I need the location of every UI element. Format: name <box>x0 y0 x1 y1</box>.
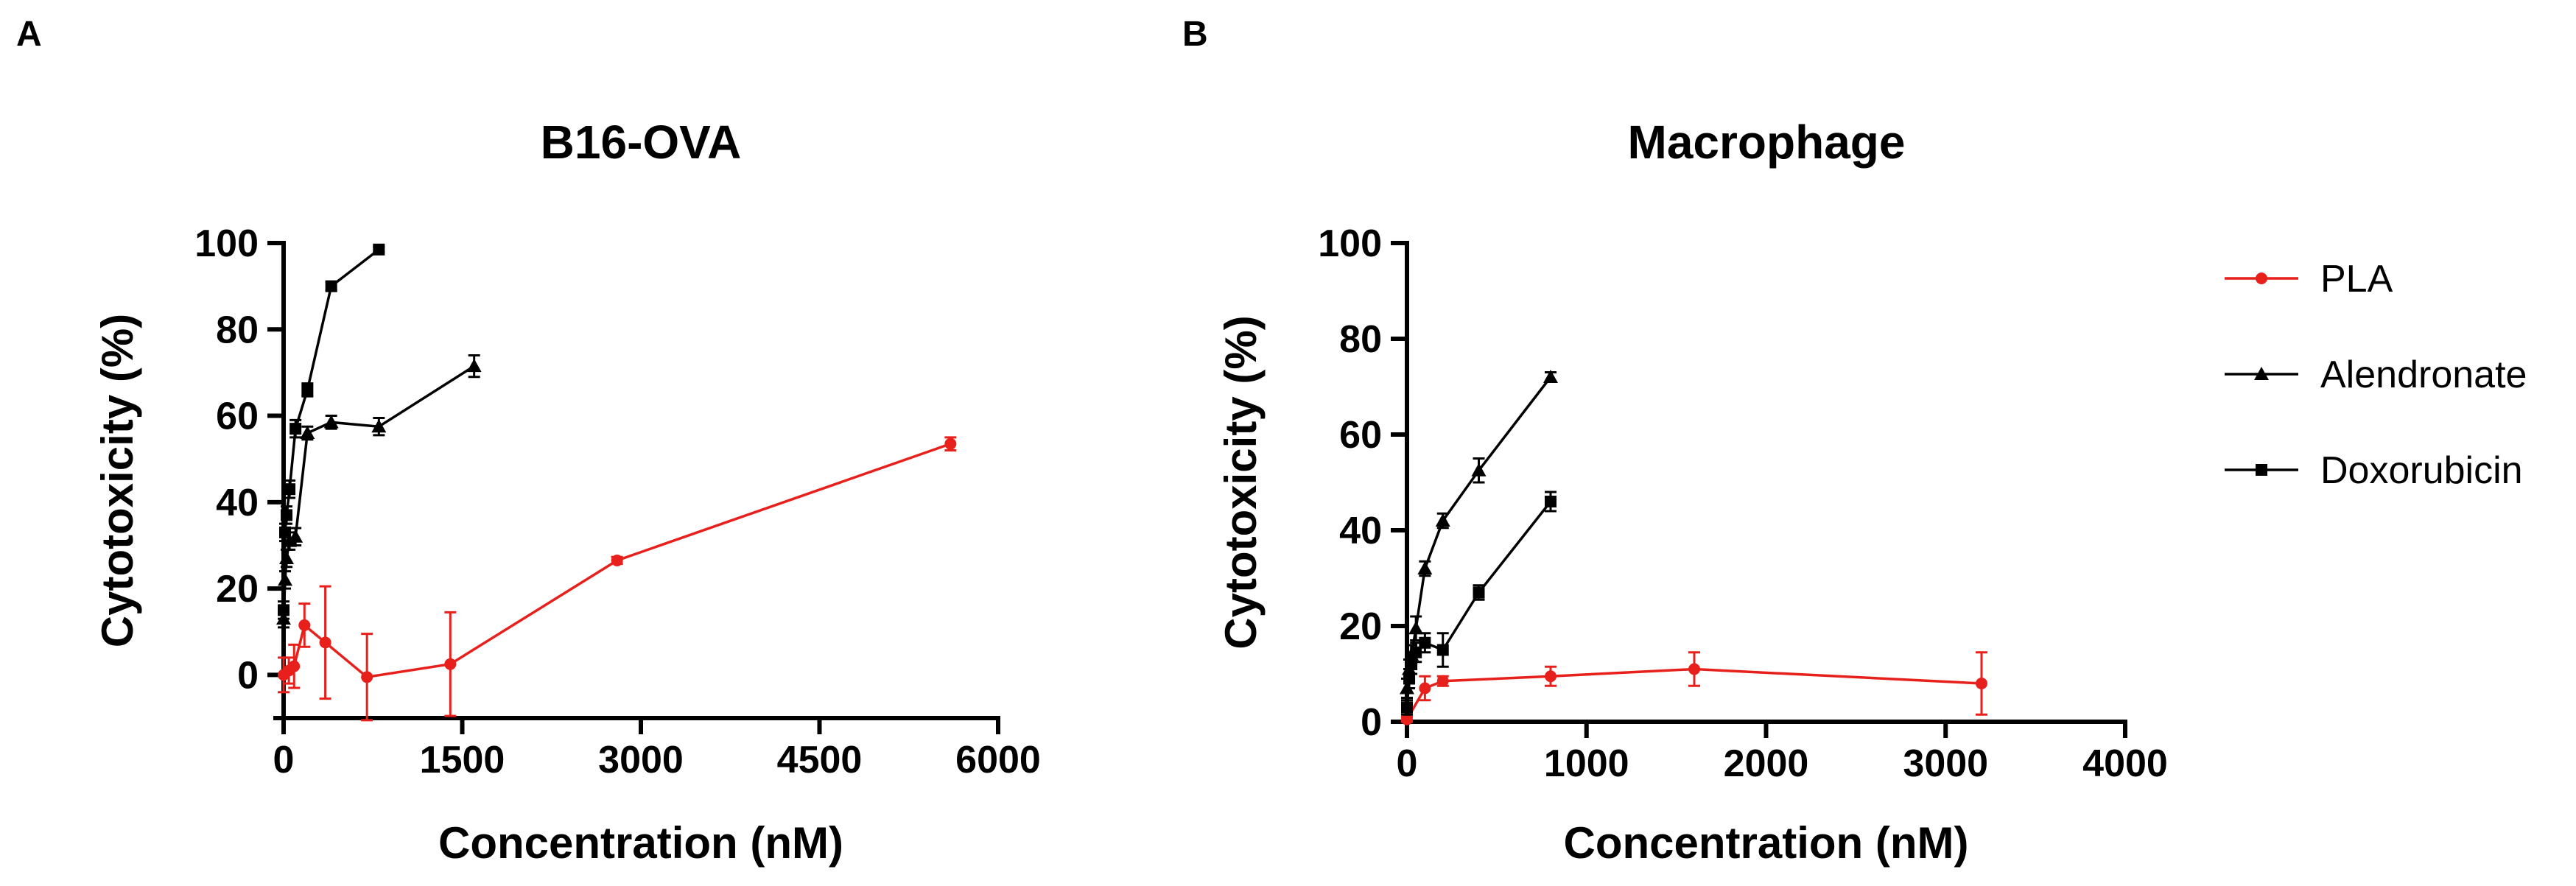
data-point <box>289 423 302 435</box>
x-tick-label: 1500 <box>420 739 505 781</box>
series-line-alendronate <box>282 365 475 619</box>
y-tick-label: 60 <box>1339 414 1382 457</box>
series-doxorubicin <box>1401 491 1557 716</box>
data-point <box>1436 675 1449 687</box>
x-tick-label: 3000 <box>1903 742 1988 785</box>
legend-marker <box>2256 464 2267 476</box>
data-point <box>323 415 339 429</box>
x-axis-label: Concentration (nM) <box>438 818 843 868</box>
data-point <box>1436 644 1449 656</box>
data-point <box>279 551 295 565</box>
x-tick-label: 1000 <box>1544 742 1629 785</box>
chart-title: B16-OVA <box>541 116 742 169</box>
data-point <box>301 384 314 396</box>
x-tick-label: 0 <box>1397 742 1418 785</box>
data-point <box>279 526 292 538</box>
y-tick-label: 80 <box>216 309 259 351</box>
data-point <box>325 280 337 292</box>
data-point <box>371 419 387 433</box>
legend-marker <box>2254 367 2269 380</box>
y-tick-label: 40 <box>216 482 259 524</box>
legend-item-alendronate: Alendronate <box>2225 354 2527 396</box>
data-point <box>278 604 289 616</box>
legend-item-doxorubicin: Doxorubicin <box>2225 449 2523 492</box>
x-tick-label: 3000 <box>598 739 684 781</box>
x-tick-label: 0 <box>273 739 295 781</box>
data-point <box>1403 672 1416 685</box>
data-point <box>1473 586 1485 599</box>
data-point <box>361 671 373 683</box>
panel-letter: A <box>16 15 42 54</box>
panel-A: A B16-OVA 0 20 40 60 80 100 0 1500 3000 4500 6000 Con… <box>16 15 1041 868</box>
data-point <box>1408 621 1424 635</box>
data-point <box>319 636 331 649</box>
data-point <box>1419 636 1431 649</box>
data-point <box>1435 513 1450 527</box>
x-tick-label: 2000 <box>1724 742 1809 785</box>
data-point <box>1471 463 1487 477</box>
y-tick-label: 20 <box>216 568 259 611</box>
data-point <box>444 658 457 670</box>
y-tick-label: 0 <box>1361 701 1382 744</box>
data-point <box>298 619 311 631</box>
data-point <box>373 243 385 256</box>
x-tick-label: 4500 <box>777 739 863 781</box>
y-axis-label: Cytotoxicity (%) <box>93 314 142 647</box>
legend-marker <box>2256 273 2267 284</box>
x-axis-label: Concentration (nM) <box>1564 818 1969 868</box>
data-point <box>281 509 293 521</box>
data-point <box>1543 370 1558 383</box>
x-tick-label: 6000 <box>955 739 1041 781</box>
data-point <box>1410 646 1422 658</box>
data-point <box>288 660 301 672</box>
data-point <box>1401 701 1413 714</box>
y-tick-label: 0 <box>237 654 259 697</box>
legend-item-pla: PLA <box>2225 258 2393 300</box>
data-point <box>284 483 296 496</box>
y-tick-label: 40 <box>1339 510 1382 552</box>
data-point <box>611 554 623 566</box>
y-tick-label: 20 <box>1339 605 1382 648</box>
y-tick-label: 80 <box>1339 318 1382 361</box>
data-point <box>944 437 957 450</box>
legend-label: Alendronate <box>2320 354 2527 396</box>
y-tick-label: 100 <box>1318 222 1382 265</box>
y-tick-label: 100 <box>194 222 259 265</box>
data-point <box>1976 678 1987 689</box>
data-point <box>1401 713 1413 725</box>
data-point <box>288 529 303 543</box>
data-point <box>1419 682 1431 695</box>
series-line-pla <box>1405 667 1982 720</box>
legend: PLA Alendronate Doxorubicin <box>2225 258 2527 492</box>
panel-letter: B <box>1182 15 1208 54</box>
chart-title: Macrophage <box>1628 116 1906 169</box>
y-axis-label: Cytotoxicity (%) <box>1216 315 1266 649</box>
legend-label: Doxorubicin <box>2320 449 2523 492</box>
series-pla <box>278 436 957 722</box>
data-point <box>1417 561 1433 574</box>
data-point <box>466 359 482 373</box>
x-tick-label: 4000 <box>2082 742 2168 785</box>
data-point <box>1688 663 1700 675</box>
data-point <box>1545 670 1557 683</box>
legend-label: PLA <box>2320 258 2393 300</box>
y-tick-label: 60 <box>216 395 259 438</box>
data-point <box>300 426 315 439</box>
series-doxorubicin <box>278 243 385 620</box>
data-point <box>1545 496 1557 507</box>
series-pla <box>1401 651 1987 725</box>
